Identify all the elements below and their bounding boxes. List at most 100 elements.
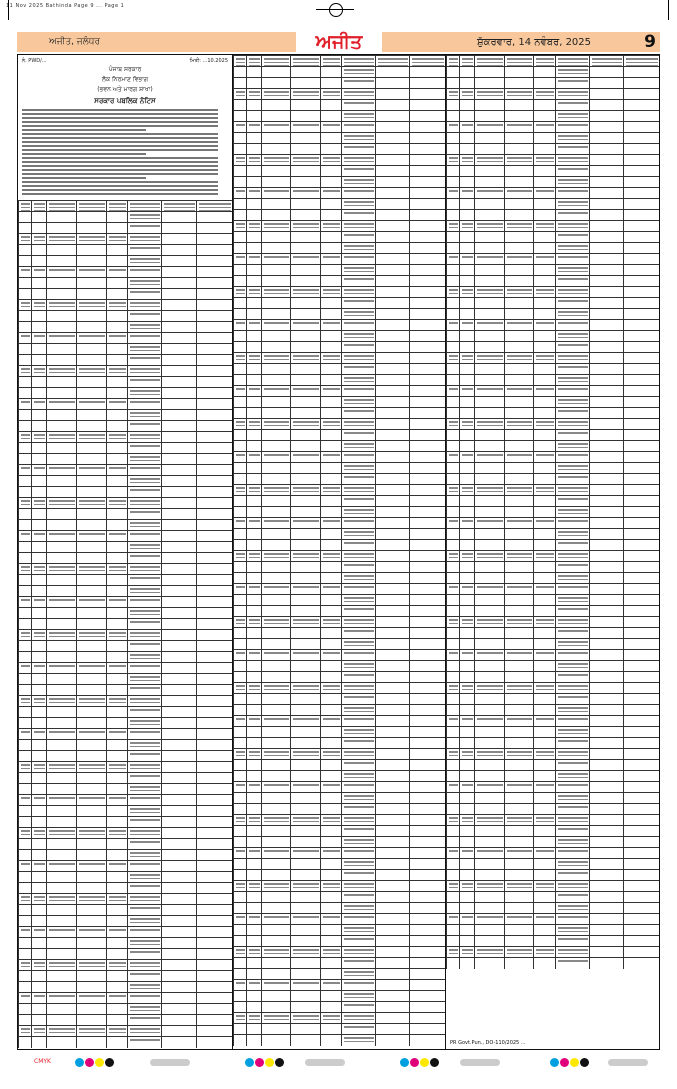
- table-row: [233, 440, 445, 452]
- table-cell: [75, 278, 107, 289]
- table-cell: [127, 817, 162, 828]
- table-cell: [75, 729, 107, 740]
- table-cell: [127, 278, 162, 289]
- text-line: [22, 189, 218, 191]
- table-cell: [18, 366, 32, 377]
- table-cell: [375, 111, 410, 122]
- table-row: [233, 198, 445, 210]
- table-cell: [195, 652, 233, 663]
- table-cell: [45, 938, 77, 949]
- table-cell: [75, 498, 107, 509]
- table-cell: [45, 498, 77, 509]
- table-row: [18, 310, 232, 322]
- table-row: [233, 363, 445, 375]
- table-header-row: [233, 55, 445, 67]
- table-cell: [408, 353, 446, 364]
- table-cell: [161, 476, 196, 487]
- table-cell: [127, 861, 162, 872]
- table-row: [18, 882, 232, 894]
- table-cell: [75, 806, 107, 817]
- table-cell: [75, 817, 107, 828]
- table-cell: [18, 949, 32, 960]
- table-cell: [45, 465, 77, 476]
- table-cell: [30, 234, 47, 245]
- table-cell: [408, 254, 446, 265]
- table-cell: [127, 542, 162, 553]
- table-cell: [195, 586, 233, 597]
- table-cell: [75, 388, 107, 399]
- table-cell: [75, 839, 107, 850]
- table-cell: [375, 133, 410, 144]
- table-cell: [18, 278, 32, 289]
- table-row: [18, 772, 232, 784]
- table-row: [233, 374, 445, 386]
- table-cell: [30, 806, 47, 817]
- table-cell: [75, 201, 107, 212]
- table-cell: [233, 210, 247, 221]
- table-cell: [75, 894, 107, 905]
- table-cell: [45, 344, 77, 355]
- table-row: [18, 552, 232, 564]
- table-cell: [105, 410, 128, 421]
- table-cell: [260, 364, 292, 375]
- table-cell: [245, 210, 262, 221]
- table-cell: [233, 265, 247, 276]
- table-row: [18, 871, 232, 883]
- table-cell: [45, 718, 77, 729]
- table-cell: [195, 674, 233, 685]
- table-cell: [233, 353, 247, 364]
- table-row: [18, 1014, 232, 1026]
- table-cell: [375, 166, 410, 177]
- table-cell: [30, 850, 47, 861]
- table-cell: [290, 78, 321, 89]
- table-cell: [127, 333, 162, 344]
- color-swatch: [275, 1058, 284, 1067]
- table-cell: [45, 663, 77, 674]
- table-cell: [260, 210, 292, 221]
- table-cell: [18, 608, 32, 619]
- table-cell: [375, 100, 410, 111]
- table-cell: [105, 267, 128, 278]
- table-cell: [75, 564, 107, 575]
- table-cell: [290, 243, 321, 254]
- table-cell: [260, 243, 292, 254]
- table-cell: [75, 355, 107, 366]
- table-cell: [375, 397, 410, 408]
- table-cell: [161, 960, 196, 971]
- table-cell: [245, 243, 262, 254]
- table-cell: [245, 67, 262, 78]
- table-cell: [341, 199, 376, 210]
- table-cell: [30, 663, 47, 674]
- table-row: [233, 77, 445, 89]
- table-cell: [127, 883, 162, 894]
- table-cell: [161, 751, 196, 762]
- table-cell: [75, 256, 107, 267]
- table-cell: [30, 333, 47, 344]
- color-swatch: [550, 1058, 559, 1067]
- table-cell: [18, 795, 32, 806]
- table-cell: [375, 309, 410, 320]
- table-row: [233, 66, 445, 78]
- table-cell: [18, 322, 32, 333]
- table-cell: [127, 366, 162, 377]
- table-cell: [195, 927, 233, 938]
- table-cell: [233, 232, 247, 243]
- table-cell: [30, 564, 47, 575]
- table-cell: [127, 696, 162, 707]
- table-cell: [408, 375, 446, 386]
- table-cell: [18, 916, 32, 927]
- table-cell: [290, 397, 321, 408]
- table-cell: [341, 430, 376, 441]
- table-cell: [195, 916, 233, 927]
- table-row: [233, 407, 445, 419]
- table-cell: [375, 276, 410, 287]
- table-cell: [30, 399, 47, 410]
- table-cell: [195, 696, 233, 707]
- table-row: [233, 462, 445, 474]
- table-cell: [195, 729, 233, 740]
- table-cell: [30, 861, 47, 872]
- table-cell: [408, 221, 446, 232]
- table-cell: [75, 553, 107, 564]
- table-cell: [161, 1037, 196, 1048]
- table-cell: [45, 850, 77, 861]
